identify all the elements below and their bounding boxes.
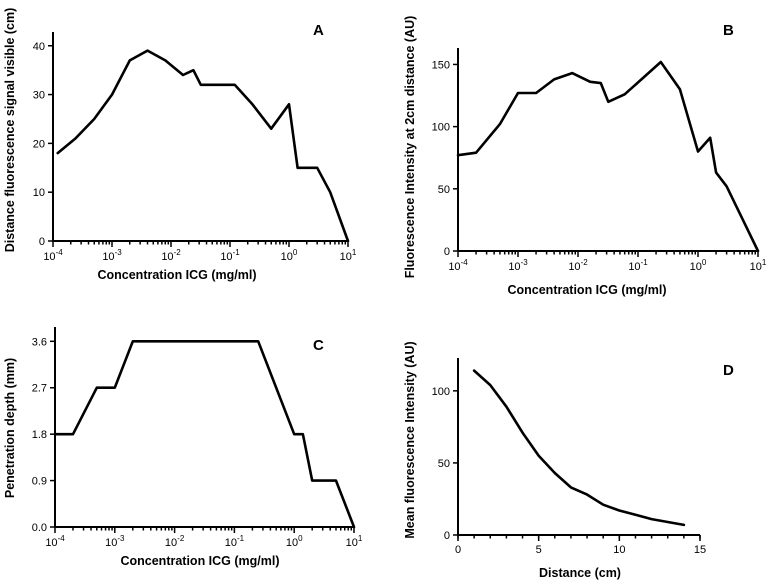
panel-letter-d: D [723,362,734,379]
x-tick-label-b: 10-3 [508,258,528,273]
y-axis-label-c: Penetration depth (mm) [3,358,17,498]
x-tick-label-a: 100 [281,248,298,263]
y-axis-label-a: Distance fluorescence signal visible (cm… [3,8,17,253]
y-tick-label-d: 0 [444,530,450,542]
panel-letter-c: C [313,337,324,354]
y-tick-label-a: 10 [33,187,45,199]
y-tick-label-c: 1.8 [32,429,47,441]
y-tick-label-c: 0.9 [32,476,47,488]
y-tick-label-d: 50 [438,458,450,470]
x-tick-label-b: 101 [750,258,767,273]
y-tick-label-b: 0 [444,246,450,258]
x-tick-label-d: 0 [455,544,461,556]
y-tick-label-c: 0.0 [32,522,47,534]
x-axis-label-c: Concentration ICG (mg/ml) [120,554,279,568]
y-tick-label-c: 2.7 [32,383,47,395]
x-tick-label-c: 101 [346,534,363,549]
x-tick-label-c: 100 [286,534,303,549]
x-axis-label-d: Distance (cm) [539,566,621,580]
series-line-d [472,369,686,527]
y-tick-label-a: 0 [39,236,45,248]
panel-c: C 0.00.91.82.73.610-4 10-3 10-2 10-1 100 101 … [3,327,363,568]
x-tick-label-c: 10-4 [45,534,65,549]
x-tick-label-c: 10-2 [165,534,185,549]
panel-a: A 0 10 20 30 40 10-4 10-3 10-2 10-1 100 101 Concen… [3,8,357,282]
series-line-b [456,60,760,253]
panel-d: D 0 50 100 0 5 10 15 Distance (cm) Mean fluore… [403,341,734,580]
x-tick-label-a: 101 [340,248,357,263]
x-tick-label-b: 10-1 [628,258,648,273]
x-tick-label-d: 5 [536,544,542,556]
y-tick-label-a: 20 [33,138,45,150]
x-tick-label-a: 10-4 [43,248,63,263]
y-tick-label-d: 100 [432,386,450,398]
x-tick-label-a: 10-2 [161,248,181,263]
y-tick-label-a: 30 [33,90,45,102]
y-tick-label-b: 50 [438,184,450,196]
y-tick-label-c: 3.6 [32,336,47,348]
x-axis-label-a: Concentration ICG (mg/ml) [97,268,256,282]
panel-letter-b: B [723,22,734,39]
series-line-a [56,49,350,243]
x-tick-label-a: 10-3 [102,248,122,263]
y-tick-label-b: 150 [432,59,450,71]
panel-b: B 0 50 100 150 10-4 10-3 10-2 10-1 100 101 Concen… [403,16,767,297]
x-tick-label-b: 100 [690,258,707,273]
y-tick-label-b: 100 [432,122,450,134]
x-tick-label-a: 10-1 [220,248,240,263]
x-tick-label-d: 10 [613,544,625,556]
x-tick-label-c: 10-3 [105,534,125,549]
y-tick-label-a: 40 [33,41,45,53]
x-tick-label-b: 10-4 [448,258,468,273]
y-axis-label-d: Mean fluorescence Intensity (AU) [403,341,417,538]
x-tick-label-b: 10-2 [568,258,588,273]
panel-letter-a: A [313,22,324,39]
x-tick-label-d: 15 [694,544,706,556]
series-line-c [53,339,356,529]
x-tick-label-c: 10-1 [225,534,245,549]
x-axis-label-b: Concentration ICG (mg/ml) [507,283,666,297]
y-axis-label-b: Fluorescence Intensity at 2cm distance (… [403,16,417,279]
